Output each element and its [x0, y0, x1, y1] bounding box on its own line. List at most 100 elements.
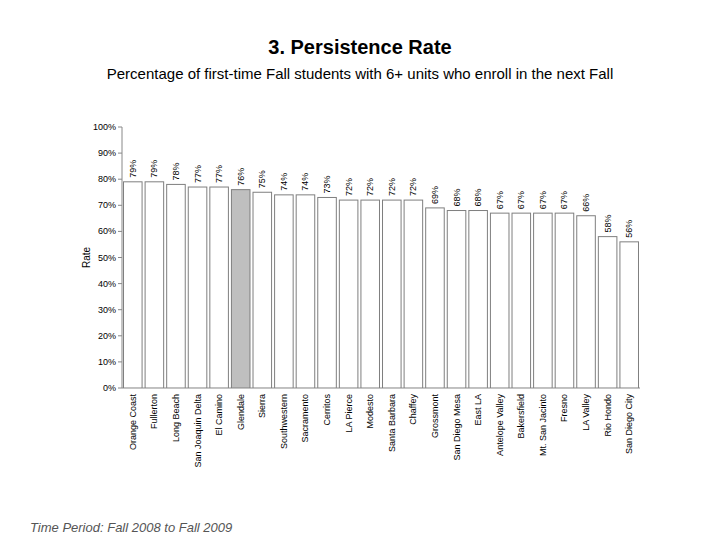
bar: [383, 200, 402, 388]
x-tick-label: San Diego City: [624, 394, 634, 455]
y-tick-label: 50%: [98, 253, 116, 263]
data-label: 79%: [128, 160, 138, 178]
y-tick-label: 60%: [98, 226, 116, 236]
bar: [253, 192, 272, 388]
x-tick-label: Glendale: [236, 394, 246, 430]
data-label: 72%: [365, 178, 375, 196]
data-label: 67%: [559, 191, 569, 209]
data-label: 72%: [408, 178, 418, 196]
bar: [512, 213, 531, 388]
x-tick-label: Fullerton: [149, 394, 159, 429]
data-label: 58%: [603, 215, 613, 233]
x-tick-label: East LA: [473, 394, 483, 426]
x-tick-label: Chaffey: [408, 394, 418, 425]
data-label: 77%: [214, 165, 224, 183]
bar: [318, 197, 337, 388]
bar: [296, 195, 315, 388]
y-tick: [118, 179, 122, 180]
x-tick-label: Grossmont: [430, 394, 440, 439]
bars: [124, 182, 639, 388]
bar: [124, 182, 143, 388]
y-tick: [118, 361, 122, 362]
data-label: 66%: [581, 194, 591, 212]
data-label: 67%: [495, 191, 505, 209]
x-tick-label: San Joaquin Delta: [193, 394, 203, 468]
data-label: 68%: [452, 189, 462, 207]
y-tick-label: 90%: [98, 148, 116, 158]
y-tick-label: 80%: [98, 174, 116, 184]
bar: [188, 187, 207, 388]
data-label: 67%: [516, 191, 526, 209]
y-tick-label: 10%: [98, 357, 116, 367]
y-tick-label: 40%: [98, 279, 116, 289]
bar: [145, 182, 164, 388]
footnote: Time Period: Fall 2008 to Fall 2009: [30, 520, 232, 535]
y-tick: [118, 388, 122, 389]
data-label: 74%: [279, 173, 289, 191]
x-tick-label: LA Valley: [581, 394, 591, 431]
x-tick-label: Southwestern: [279, 394, 289, 449]
y-tick: [118, 127, 122, 128]
y-tick-label: 100%: [93, 122, 116, 132]
x-tick-label: Sacramento: [300, 394, 310, 443]
title: 3. Persistence Rate: [268, 36, 451, 58]
x-tick-label: Cerritos: [322, 394, 332, 426]
bar: [534, 213, 553, 388]
bar: [426, 208, 445, 388]
data-label: 73%: [322, 175, 332, 193]
x-tick-label: El Camino: [214, 394, 224, 436]
x-tick-label: Rio Hondo: [603, 394, 613, 437]
bar: [469, 211, 488, 388]
y-tick: [118, 335, 122, 336]
bar: [490, 213, 509, 388]
x-tick-label: Sierra: [257, 394, 267, 418]
chart: 3. Persistence Rate Percentage of first-t…: [0, 0, 720, 540]
y-tick: [118, 153, 122, 154]
bar: [361, 200, 380, 388]
x-tick-label: Mt. San Jacinto: [538, 394, 548, 456]
x-tick-label: Antelope Valley: [495, 394, 505, 456]
data-label: 79%: [149, 160, 159, 178]
bar: [620, 242, 639, 388]
y-tick: [118, 257, 122, 258]
data-label: 78%: [171, 162, 181, 180]
data-label: 72%: [387, 178, 397, 196]
bar: [577, 216, 596, 388]
y-tick-label: 0%: [103, 383, 116, 393]
y-axis: [122, 127, 123, 388]
y-tick: [118, 231, 122, 232]
subtitle: Percentage of first-time Fall students w…: [107, 65, 614, 82]
y-tick-label: 70%: [98, 200, 116, 210]
data-label: 74%: [300, 173, 310, 191]
x-tick-label: Modesto: [365, 394, 375, 429]
x-tick-label: Fresno: [559, 394, 569, 422]
bar: [447, 211, 466, 388]
bar: [404, 200, 423, 388]
data-label: 69%: [430, 186, 440, 204]
x-tick-label: LA Pierce: [344, 394, 354, 433]
bar: [275, 195, 294, 388]
x-tick-label: Orange Coast: [128, 394, 138, 451]
y-tick-label: 30%: [98, 305, 116, 315]
y-tick: [118, 205, 122, 206]
bar: [339, 200, 358, 388]
y-axis-label: Rate: [81, 247, 92, 269]
bar: [598, 237, 617, 388]
data-label: 67%: [538, 191, 548, 209]
bar: [210, 187, 229, 388]
data-label: 77%: [193, 165, 203, 183]
data-label: 75%: [257, 170, 267, 188]
y-tick: [118, 283, 122, 284]
data-label: 72%: [344, 178, 354, 196]
data-label: 56%: [624, 220, 634, 238]
data-label: 68%: [473, 189, 483, 207]
bar: [231, 190, 250, 388]
bar: [167, 184, 186, 388]
x-tick-label: San Diego Mesa: [452, 394, 462, 461]
bar: [555, 213, 574, 388]
x-tick-label: Santa Barbara: [387, 394, 397, 452]
y-tick: [118, 309, 122, 310]
x-tick-label: Bakersfield: [516, 394, 526, 439]
y-tick-label: 20%: [98, 331, 116, 341]
x-tick-label: Long Beach: [171, 394, 181, 442]
